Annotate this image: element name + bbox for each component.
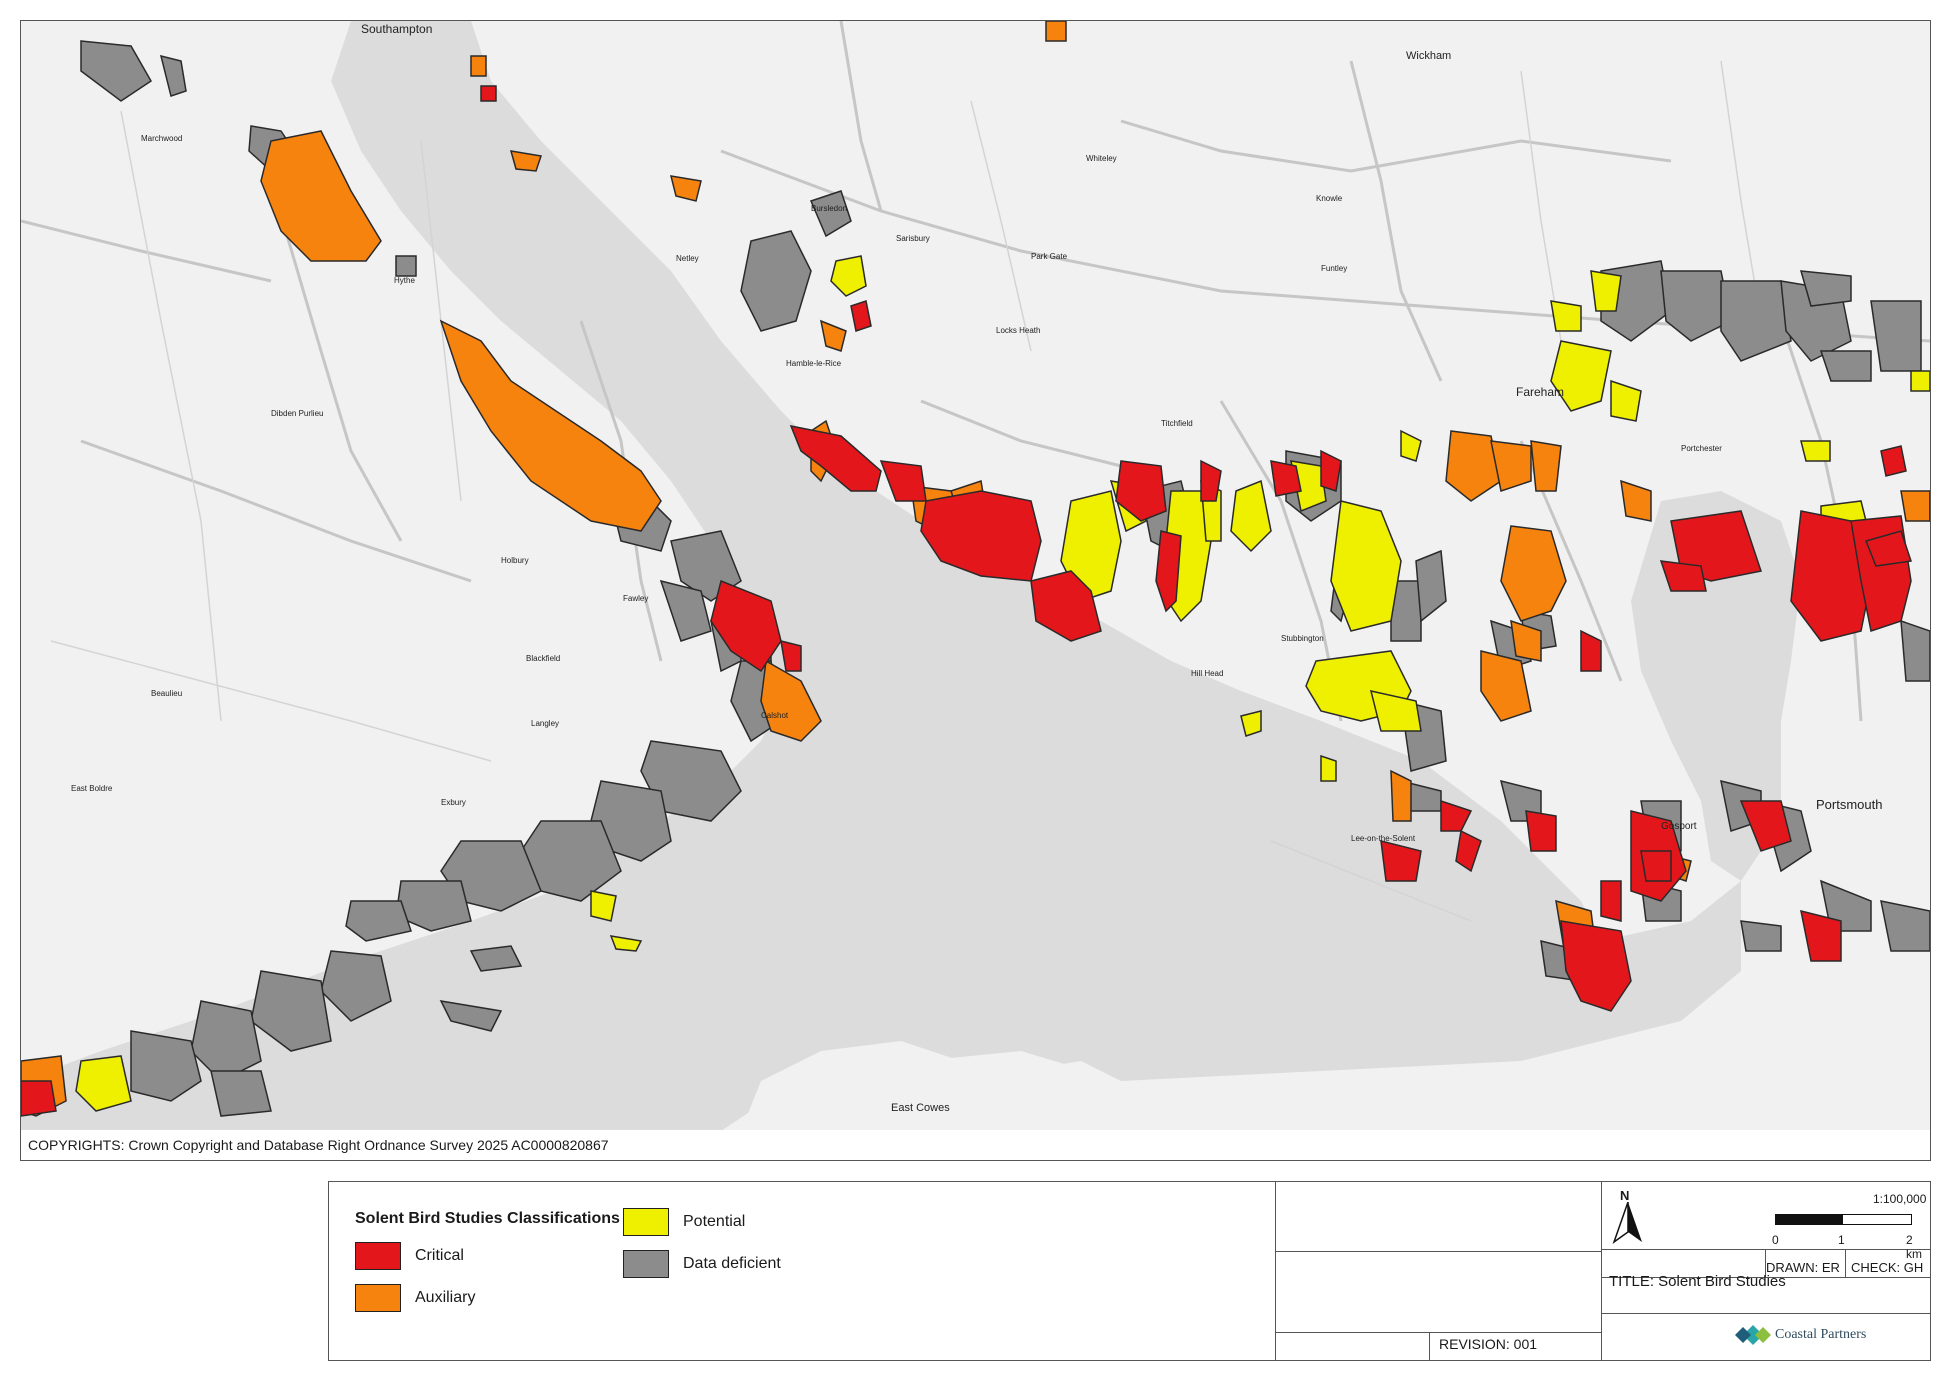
place-bursledon: Bursledon: [811, 204, 847, 213]
coastal-partners-logo-icon: [1735, 1325, 1771, 1345]
isle-of-wight: [741, 1041, 1121, 1131]
north-arrow-icon: [1612, 1202, 1642, 1244]
place-whiteley: Whiteley: [1086, 154, 1117, 163]
auxiliary-areas[interactable]: [21, 21, 1930, 1117]
scale-tick-0: 0: [1772, 1233, 1779, 1247]
scale-tick-2: 2 km: [1906, 1233, 1922, 1261]
scale-tick-1: 1: [1838, 1233, 1845, 1247]
place-labels: Southampton Wickham Fareham Portsmouth G…: [71, 22, 1882, 1114]
place-beaulieu: Beaulieu: [151, 689, 182, 698]
logo-text: Coastal Partners: [1775, 1327, 1867, 1342]
place-portchester: Portchester: [1681, 444, 1722, 453]
divider-title-top: [1275, 1251, 1601, 1252]
divider-revision: [1429, 1332, 1430, 1360]
place-east-boldre: East Boldre: [71, 784, 113, 793]
place-exbury: Exbury: [441, 798, 466, 807]
revision-label: REVISION: 001: [1439, 1336, 1538, 1352]
scale-ratio: 1:100,000: [1873, 1192, 1927, 1206]
place-park-gate: Park Gate: [1031, 252, 1068, 261]
place-east-cowes: East Cowes: [891, 1102, 950, 1114]
place-southampton: Southampton: [361, 22, 432, 36]
place-holbury: Holbury: [501, 556, 529, 565]
place-fareham: Fareham: [1516, 385, 1564, 399]
place-marchwood: Marchwood: [141, 134, 182, 143]
legend-label-critical: Critical: [415, 1247, 464, 1264]
place-hamble: Hamble-le-Rice: [786, 359, 842, 368]
place-lee-on-the-solent: Lee-on-the-Solent: [1351, 834, 1416, 843]
place-funtley: Funtley: [1321, 264, 1347, 273]
place-locks-heath: Locks Heath: [996, 326, 1040, 335]
place-wickham: Wickham: [1406, 50, 1451, 62]
legend-label-auxiliary: Auxiliary: [415, 1289, 476, 1306]
legend-label-potential: Potential: [683, 1213, 746, 1230]
place-gosport: Gosport: [1661, 821, 1697, 832]
swatch-data-deficient: [623, 1250, 669, 1278]
divider-legend: [1275, 1182, 1276, 1360]
copyright-bar: COPYRIGHTS: Crown Copyright and Database…: [20, 1130, 1931, 1161]
place-hythe: Hythe: [394, 276, 415, 285]
place-portsmouth: Portsmouth: [1816, 797, 1882, 812]
legend-title: Solent Bird Studies Classifications: [355, 1210, 620, 1227]
place-knowle: Knowle: [1316, 194, 1343, 203]
place-calshot: Calshot: [761, 711, 789, 720]
checked-by: CHECK: GH: [1851, 1260, 1924, 1275]
swatch-auxiliary: [355, 1284, 401, 1312]
swatch-potential: [623, 1208, 669, 1236]
place-stubbington: Stubbington: [1281, 634, 1324, 643]
divider-drawn: [1601, 1277, 1930, 1278]
divider-right: [1601, 1182, 1602, 1360]
scale-bar-fill: [1776, 1215, 1843, 1224]
place-hill-head: Hill Head: [1191, 669, 1223, 678]
place-dibden-purlieu: Dibden Purlieu: [271, 409, 323, 418]
solent-water: [21, 21, 1741, 1131]
potential-areas[interactable]: [75, 255, 1930, 1112]
drawn-by: DRAWN: ER: [1766, 1260, 1840, 1275]
place-langley: Langley: [531, 719, 559, 728]
place-fawley: Fawley: [623, 594, 648, 603]
north-label: N: [1620, 1188, 1630, 1203]
place-sarisbury: Sarisbury: [896, 234, 930, 243]
place-blackfield: Blackfield: [526, 654, 560, 663]
critical-areas[interactable]: [21, 85, 1930, 1117]
place-titchfield: Titchfield: [1161, 419, 1193, 428]
divider-drawn-check: [1765, 1249, 1766, 1277]
divider-check: [1845, 1249, 1846, 1277]
divider-title-bottom: [1275, 1332, 1601, 1333]
copyright-text: COPYRIGHTS: Crown Copyright and Database…: [28, 1137, 609, 1153]
map-title: TITLE: Solent Bird Studies: [1609, 1273, 1786, 1290]
map-frame[interactable]: Southampton Wickham Fareham Portsmouth G…: [20, 20, 1931, 1132]
place-netley: Netley: [676, 254, 699, 263]
legend-label-data-deficient: Data deficient: [683, 1255, 781, 1272]
divider-logo: [1601, 1313, 1930, 1314]
swatch-critical: [355, 1242, 401, 1270]
title-block: Solent Bird Studies Classifications Crit…: [328, 1181, 1931, 1361]
map-canvas[interactable]: Southampton Wickham Fareham Portsmouth G…: [21, 21, 1930, 1131]
scale-bar: [1775, 1214, 1912, 1225]
